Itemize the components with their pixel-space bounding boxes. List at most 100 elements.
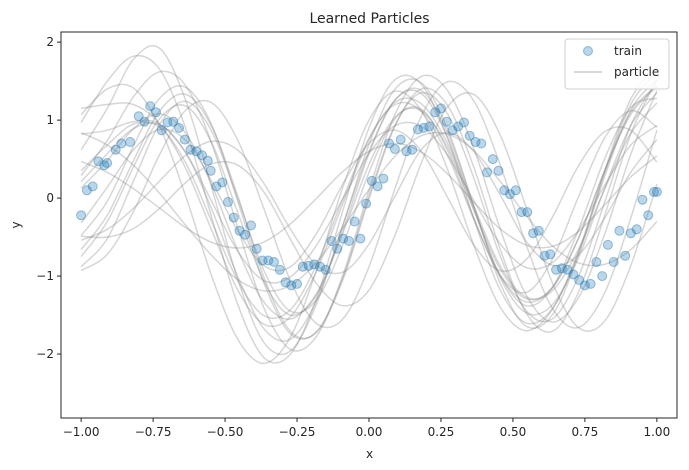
train-point — [174, 122, 184, 133]
train-point — [81, 185, 92, 196]
train-point — [516, 207, 527, 218]
x-tick-label: 0.00 — [356, 425, 383, 439]
x-tick-label: 1.00 — [643, 425, 670, 439]
legend-train-marker — [583, 46, 593, 56]
train-point — [459, 117, 469, 128]
legend-train-label: train — [614, 44, 642, 58]
train-point — [499, 185, 510, 196]
train-point — [384, 138, 395, 149]
train-point — [608, 257, 619, 267]
train-point — [436, 103, 446, 114]
train-point — [631, 224, 642, 235]
train-point — [223, 197, 233, 207]
particle-curve-1 — [80, 131, 658, 275]
x-axis: −1.00 −0.75 −0.50 −0.25 0.00 0.25 0.50 0.75 1.00 — [63, 418, 670, 439]
x-tick-label: −0.75 — [135, 425, 172, 439]
y-tick-label: 0 — [46, 191, 54, 205]
train-point — [585, 278, 596, 289]
train-point — [418, 122, 429, 133]
train-layer — [76, 101, 662, 291]
train-point — [574, 275, 585, 285]
train-point — [286, 280, 297, 291]
train-point — [366, 175, 377, 186]
train-point — [228, 212, 239, 223]
train-point — [476, 138, 487, 149]
train-point — [597, 271, 608, 282]
train-point — [315, 261, 326, 272]
particle-curve-15 — [80, 79, 658, 340]
train-point — [93, 156, 104, 167]
legend-particle-label: particle — [614, 65, 659, 79]
train-point — [162, 117, 173, 128]
train-point — [505, 189, 515, 200]
train-point — [179, 134, 190, 145]
particle-curve-17 — [80, 80, 658, 329]
train-point — [168, 116, 179, 127]
particle-curve-6 — [80, 86, 658, 319]
chart-title: Learned Particles — [309, 11, 429, 27]
y-axis: −2 −1 0 1 2 — [36, 35, 61, 361]
particle-curve-9 — [80, 54, 658, 364]
train-point — [303, 260, 314, 271]
particles-layer — [80, 45, 658, 365]
y-axis-label: y — [9, 221, 23, 228]
y-tick-label: −2 — [36, 347, 54, 361]
legend-box — [564, 38, 670, 90]
train-point — [320, 264, 331, 275]
train-point — [568, 269, 579, 280]
train-point — [447, 125, 458, 136]
particle-curve-10 — [80, 131, 658, 292]
particle-curve-4 — [80, 97, 658, 328]
train-point — [257, 255, 268, 266]
train-point — [533, 225, 544, 236]
particle-curve-16 — [80, 85, 658, 320]
train-point — [482, 167, 492, 178]
particle-curve-11 — [80, 142, 658, 249]
train-point — [407, 144, 418, 155]
train-point — [349, 216, 360, 227]
plot-area — [61, 32, 677, 418]
train-point — [395, 134, 406, 145]
train-point — [389, 144, 400, 154]
train-point — [528, 228, 539, 239]
train-point — [510, 185, 521, 196]
train-point — [602, 239, 613, 250]
x-tick-label: −1.00 — [63, 425, 100, 439]
y-tick-label: 1 — [46, 113, 54, 127]
train-point — [522, 207, 533, 218]
train-point — [156, 125, 167, 136]
train-point — [651, 186, 662, 197]
train-point — [625, 228, 636, 239]
x-tick-label: −0.25 — [279, 425, 316, 439]
train-point — [430, 107, 441, 118]
particle-curve-2 — [80, 121, 658, 284]
train-point — [110, 144, 121, 155]
train-point — [637, 194, 648, 205]
train-point — [493, 165, 504, 176]
train-point — [297, 261, 308, 272]
particle-curve-18 — [80, 65, 658, 342]
particle-curve-7 — [80, 126, 658, 272]
train-point — [332, 243, 343, 254]
train-point — [355, 233, 366, 244]
train-point — [280, 277, 291, 288]
train-point — [197, 150, 207, 161]
train-point — [133, 111, 144, 122]
train-point — [591, 257, 602, 267]
train-point — [217, 177, 228, 188]
y-tick-label: −1 — [36, 269, 54, 283]
train-point — [441, 116, 452, 127]
x-tick-label: 0.75 — [572, 425, 599, 439]
train-point — [99, 160, 110, 171]
train-point — [643, 210, 654, 221]
particle-curve-14 — [81, 92, 658, 332]
train-point — [151, 107, 161, 118]
train-point — [274, 264, 285, 275]
train-point — [102, 158, 113, 168]
x-tick-label: −0.50 — [207, 425, 244, 439]
train-point — [470, 137, 481, 147]
train-point — [125, 137, 136, 147]
train-point — [116, 138, 127, 149]
train-point — [539, 250, 550, 261]
train-point — [202, 155, 213, 166]
